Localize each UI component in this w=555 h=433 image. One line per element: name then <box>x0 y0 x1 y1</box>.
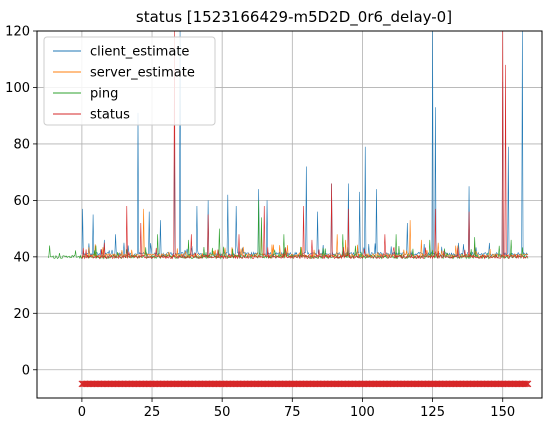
series-line <box>81 31 529 260</box>
series-line <box>81 31 529 257</box>
status-marker <box>523 380 530 388</box>
status-marker <box>524 380 532 388</box>
y-tick-label: 40 <box>13 250 30 265</box>
x-tick-label: 150 <box>490 405 515 420</box>
y-tick-label: 20 <box>13 307 30 322</box>
x-tick-label: 25 <box>144 405 161 420</box>
series-server-estimate <box>81 208 529 259</box>
x-tick-label: 75 <box>284 405 301 420</box>
legend-label: ping <box>90 87 118 102</box>
y-tick-label: 100 <box>5 81 30 96</box>
legend-box <box>43 36 216 126</box>
axis-ticks: 0 25 50 75 100 125 150 0 20 40 60 80 100 120 <box>5 25 515 421</box>
plot-frame <box>36 30 543 399</box>
status-marker <box>521 380 529 388</box>
series-status <box>78 31 532 388</box>
series-line <box>81 208 529 259</box>
series-layer <box>47 31 532 388</box>
x-tick-label: 125 <box>420 405 445 420</box>
series-client-estimate <box>81 31 529 257</box>
legend-label: client_estimate <box>90 45 189 60</box>
x-tick-label: 50 <box>214 405 231 420</box>
y-tick-label: 0 <box>22 363 30 378</box>
legend-label: server_estimate <box>90 66 195 81</box>
y-tick-label: 120 <box>5 25 30 40</box>
y-tick-label: 60 <box>13 194 30 209</box>
legend-label: status <box>90 108 130 123</box>
chart-title: status [1523166429-m5D2D_0r6_delay-0] <box>136 8 452 27</box>
y-tick-label: 80 <box>13 137 30 152</box>
x-tick-label: 0 <box>78 405 86 420</box>
x-tick-label: 100 <box>350 405 375 420</box>
